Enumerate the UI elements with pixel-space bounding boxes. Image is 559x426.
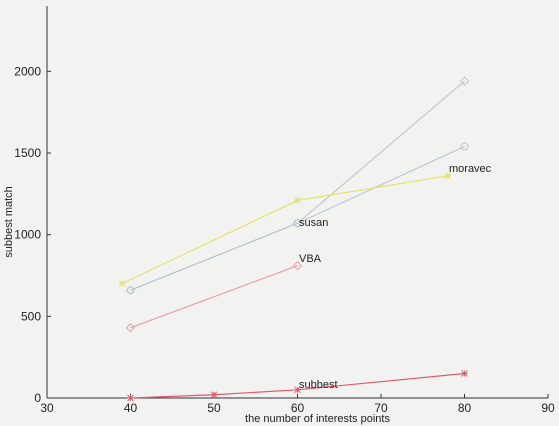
data-point [460,142,469,151]
x-tick-label: 90 [541,401,555,415]
data-point [294,386,301,394]
series-line [130,145,465,291]
data-point [444,172,452,180]
series-labels: moravec susan VBA subbest [299,163,492,391]
ticks: 30 40 50 60 70 80 90 0 500 1000 1500 2000 [14,64,555,415]
data-point [126,286,135,295]
y-tick-label: 500 [21,309,41,323]
x-tick-label: 60 [291,401,305,415]
data-point [294,197,301,204]
data-point [127,394,134,402]
data-point [293,219,302,228]
y-tick-label: 0 [34,391,41,405]
x-tick-label: 40 [124,401,138,415]
y-axis-label: subbest match [3,186,15,258]
x-tick-label: 50 [207,401,221,415]
data-point [461,370,468,377]
x-axis-label: the number of interests points [245,413,390,425]
series-line [121,175,448,285]
series-label-moravec: moravec [449,163,492,175]
data-point [210,391,218,399]
series-group [118,76,470,402]
x-tick-label: 70 [374,401,388,415]
series-label-susan: susan [299,217,328,229]
series-line [130,80,465,291]
x-tick-label: 80 [458,401,472,415]
series-label-vba: VBA [299,253,322,265]
data-point [118,280,126,288]
series-label-subbest: subbest [299,379,338,391]
y-tick-label: 1000 [14,228,41,242]
y-tick-label: 2000 [14,64,41,78]
data-point [459,76,470,86]
x-tick-label: 30 [40,401,54,415]
data-point [292,260,303,271]
data-point [125,323,136,333]
series-line [130,372,465,399]
series-line [130,265,298,329]
y-tick-label: 1500 [14,146,41,160]
